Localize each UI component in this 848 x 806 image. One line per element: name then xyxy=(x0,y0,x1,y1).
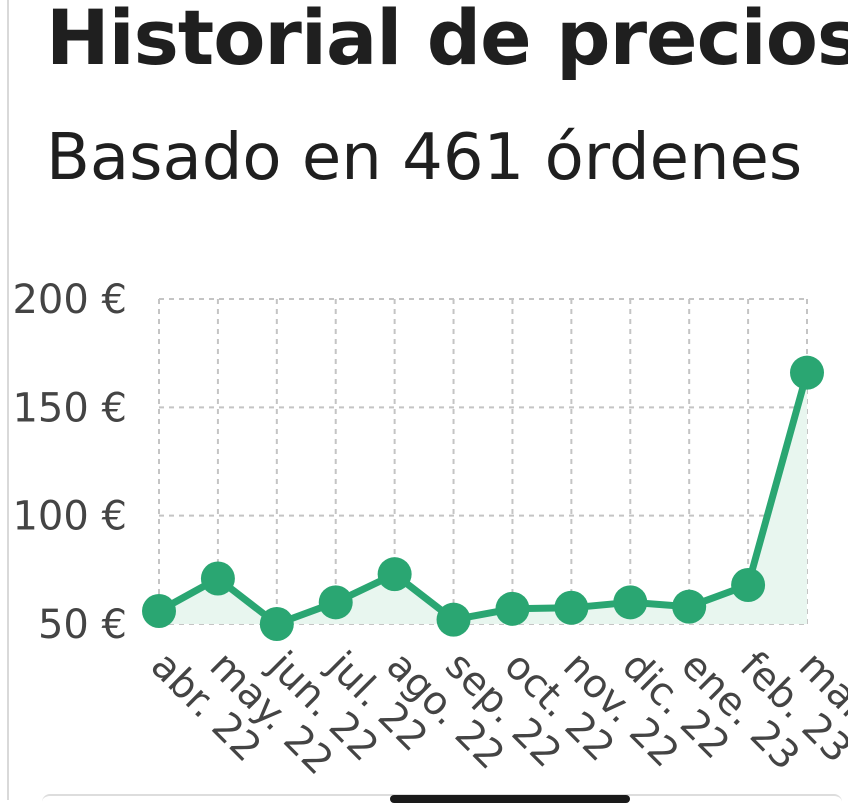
data-point-6[interactable] xyxy=(436,602,471,637)
y-axis-ticks: 200 € 150 € 100 € 50 € xyxy=(12,277,127,648)
data-point-2[interactable] xyxy=(200,561,235,596)
data-point-1[interactable] xyxy=(142,594,176,628)
data-point-9[interactable] xyxy=(613,585,648,620)
y-tick-label: 100 € xyxy=(12,494,127,540)
data-point-11[interactable] xyxy=(731,568,766,602)
page-title: Historial de precios xyxy=(46,0,848,82)
price-points xyxy=(142,355,824,641)
y-tick-label: 200 € xyxy=(12,277,127,323)
left-border xyxy=(7,0,9,800)
data-point-5[interactable] xyxy=(377,557,412,592)
y-tick-label: 50 € xyxy=(38,602,127,648)
home-indicator[interactable] xyxy=(390,795,630,803)
data-point-4[interactable] xyxy=(318,585,353,620)
y-tick-label: 150 € xyxy=(12,385,127,431)
data-point-3[interactable] xyxy=(259,607,294,641)
price-line xyxy=(155,369,811,628)
page-subtitle: Basado en 461 órdenes xyxy=(46,121,803,195)
price-area xyxy=(159,372,807,624)
chart-grid xyxy=(158,298,808,625)
data-point-10[interactable] xyxy=(672,589,707,624)
data-point-12[interactable] xyxy=(790,355,824,390)
data-point-8[interactable] xyxy=(554,590,589,625)
data-point-7[interactable] xyxy=(495,591,530,626)
